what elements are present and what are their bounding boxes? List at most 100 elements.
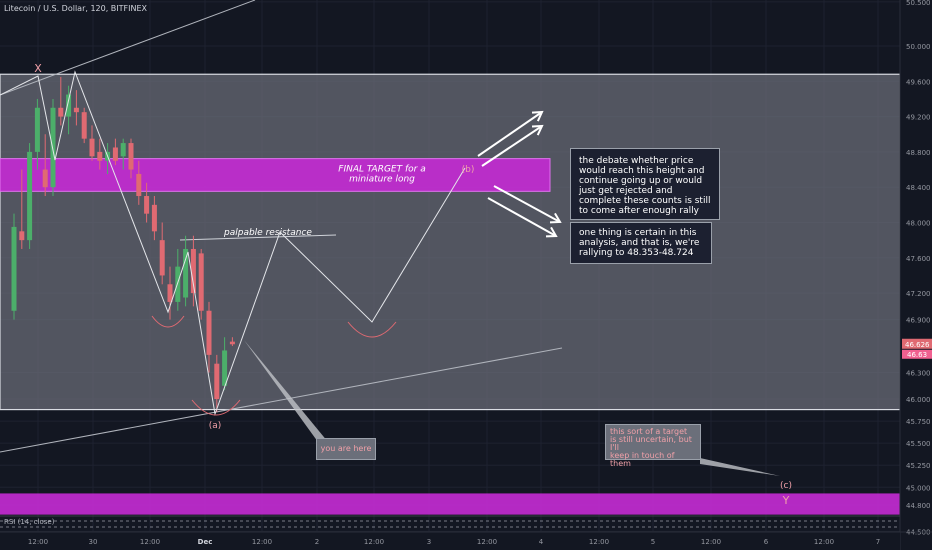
down-arrow-1 <box>493 185 562 224</box>
current-price-tag <box>902 338 932 349</box>
price-axis: 50.500 50.000 49.600 49.200 48.800 48.400 48.0… <box>899 0 932 550</box>
up-arrow-1 <box>477 110 544 157</box>
wave-c-label: (c) <box>780 481 792 491</box>
up-arrow-2 <box>481 124 544 167</box>
time-tick-label: Dec <box>198 538 213 546</box>
certain-note[interactable]: one thing is certain in this analysis, a… <box>570 222 712 264</box>
lower-trend-line <box>0 347 563 453</box>
arrow-head <box>545 226 558 238</box>
target-uncertain-text: this sort of a target is still uncertain… <box>610 427 692 468</box>
rsi-pane: RSI (14, close) <box>0 515 900 528</box>
time-tick-label: 7 <box>876 538 880 546</box>
price-tick-label: 50.000 <box>906 43 931 51</box>
time-tick-label: 12:00 <box>477 538 497 546</box>
price-tick-label: 45.250 <box>906 462 931 470</box>
arrow-head <box>531 124 544 136</box>
wave-path <box>0 70 466 416</box>
time-tick-label: 12:00 <box>364 538 384 546</box>
arc-marker-1 <box>151 315 185 328</box>
candle-body <box>73 107 79 113</box>
upper-trend-line <box>0 0 256 96</box>
price-tick-label: 45.500 <box>906 440 931 448</box>
symbol-title[interactable]: Litecoin / U.S. Dollar, 120, BITFINEX <box>4 4 148 13</box>
price-tick-label: 49.600 <box>906 78 931 86</box>
you-are-here-note[interactable]: you are here <box>316 438 376 460</box>
candle-body <box>198 253 204 311</box>
arc-marker-2 <box>191 399 241 416</box>
time-tick-label: 5 <box>651 538 655 546</box>
candle-body <box>42 169 48 188</box>
candle-body <box>167 284 173 302</box>
candle-body <box>144 196 150 214</box>
lower-band-zone <box>0 493 900 515</box>
price-tick-label: 46.000 <box>906 396 931 404</box>
range-zone <box>0 73 901 411</box>
price-tick-label: 48.400 <box>906 184 931 192</box>
candle-body <box>206 310 212 355</box>
you-are-here-text: you are here <box>320 444 372 453</box>
rsi-label: RSI (14, close) <box>4 518 55 526</box>
candle-body <box>50 107 56 188</box>
price-tick-label: 45.750 <box>906 418 931 426</box>
candle-body <box>97 151 103 161</box>
final-target-line: FINAL TARGET for a <box>338 165 425 175</box>
you-are-here-pointer <box>244 340 328 442</box>
candle-body <box>159 240 165 276</box>
price-tick-label: 47.200 <box>906 290 931 298</box>
projected-wave-path <box>0 70 780 476</box>
time-tick-label: 12:00 <box>589 538 609 546</box>
candle-body <box>175 266 181 302</box>
price-tick-label: 48.000 <box>906 220 931 228</box>
wave-a-label: (a) <box>209 421 222 431</box>
candle-body <box>27 151 33 241</box>
time-tick-label: 12:00 <box>814 538 834 546</box>
time-tick-label: 12:00 <box>252 538 272 546</box>
time-tick-label: 6 <box>764 538 769 546</box>
arc-marker-3 <box>347 321 397 338</box>
price-tick-label: 50.500 <box>906 0 931 7</box>
debate-note-text: the debate whether price would reach thi… <box>579 156 711 216</box>
price-zones: FINAL TARGET for a miniature long <box>0 73 901 515</box>
final-target-line: miniature long <box>349 175 415 185</box>
arrow-shaft <box>477 111 543 157</box>
candle-body <box>58 107 64 117</box>
candle-body <box>151 204 157 232</box>
candle-body <box>229 341 235 345</box>
candle-body <box>89 138 95 157</box>
trend-lines: palpable resistance <box>0 0 563 453</box>
target-pointer <box>700 458 780 476</box>
time-tick-label: 12:00 <box>701 538 721 546</box>
time-tick-label: 2 <box>315 538 319 546</box>
candle-body <box>136 173 142 197</box>
arrow-shaft <box>481 125 543 167</box>
resistance-line <box>179 234 337 241</box>
price-tick-label: 46.900 <box>906 317 931 325</box>
candle-body <box>183 248 189 298</box>
arrow-head <box>531 110 544 122</box>
arrow-shaft <box>493 185 561 223</box>
arrow-shaft <box>487 197 557 237</box>
price-tick-label: 48.800 <box>906 149 931 157</box>
candle-body <box>34 107 40 152</box>
resistance-label: palpable resistance <box>223 228 312 238</box>
candlesticks <box>11 76 235 413</box>
candle-body <box>112 147 118 161</box>
price-tick-label: 44.800 <box>906 502 931 510</box>
time-tick-label: 3 <box>427 538 431 546</box>
price-tick-label: 45.000 <box>906 484 931 492</box>
candle-body <box>214 363 220 399</box>
target-uncertain-note[interactable]: this sort of a target is still uncertain… <box>605 424 701 468</box>
wave-x-label: X <box>34 62 42 75</box>
price-tick-label: 49.200 <box>906 114 931 122</box>
time-tick-label: 12:00 <box>28 538 48 546</box>
time-axis: 12:00 30 12:00 Dec 12:00 2 12:00 3 12:00 4 12:00 5 1… <box>0 531 932 550</box>
debate-note[interactable]: the debate whether price would reach thi… <box>570 148 720 220</box>
candle-body <box>128 143 134 170</box>
candle-body <box>222 350 228 386</box>
final-target-zone <box>0 158 551 192</box>
time-tick-label: 4 <box>539 538 544 546</box>
price-tick-label: 47.600 <box>906 255 931 263</box>
arrow-head <box>549 212 562 224</box>
